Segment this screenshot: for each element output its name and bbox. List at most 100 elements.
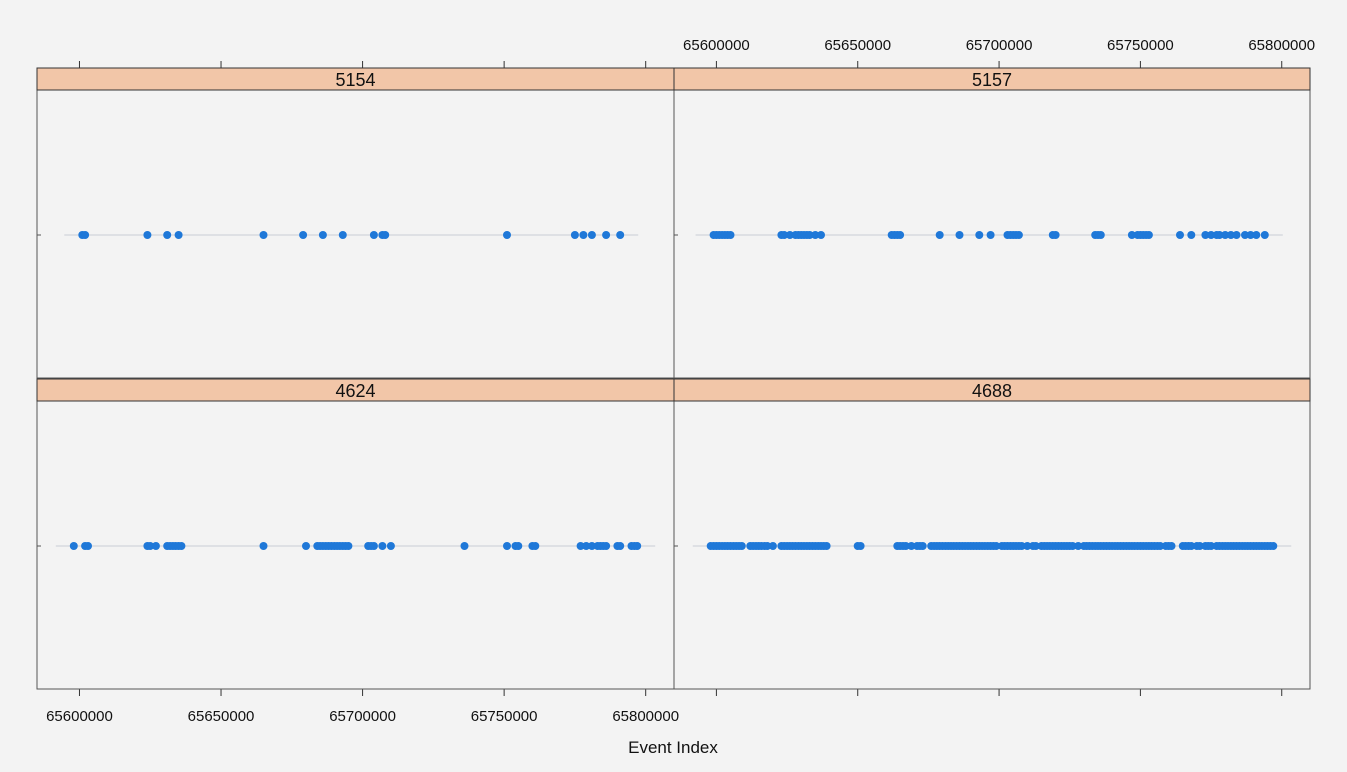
data-point	[1215, 231, 1224, 239]
data-point	[1017, 542, 1026, 550]
top-tick-label: 65750000	[1107, 37, 1174, 54]
data-point	[1014, 231, 1023, 239]
top-tick-label: 65650000	[824, 37, 891, 54]
data-point	[1127, 231, 1136, 239]
data-point	[84, 542, 92, 550]
panel-strip-label: 5157	[972, 70, 1012, 90]
data-point	[1201, 231, 1210, 239]
data-point	[579, 231, 588, 239]
data-point	[582, 542, 591, 550]
data-point	[935, 231, 944, 239]
data-point	[1096, 231, 1105, 239]
data-point	[69, 542, 78, 550]
data-point	[514, 542, 523, 550]
data-point	[918, 542, 927, 550]
data-point	[616, 231, 625, 239]
data-point	[369, 231, 378, 239]
data-point	[901, 542, 910, 550]
data-point	[531, 542, 540, 550]
data-point	[1241, 231, 1249, 239]
data-point	[1051, 231, 1060, 239]
data-point	[817, 231, 825, 239]
panel-4688: 4688	[673, 378, 1311, 690]
bottom-tick-label: 65800000	[612, 708, 679, 725]
data-point	[177, 542, 186, 550]
data-point	[805, 231, 814, 239]
panel-5157: 5157	[673, 67, 1311, 379]
data-point	[1226, 231, 1235, 239]
data-point	[1144, 231, 1153, 239]
data-point	[299, 231, 308, 239]
data-point	[616, 542, 625, 550]
panel-frame	[36, 89, 675, 379]
data-point	[163, 231, 172, 239]
data-point	[1246, 231, 1255, 239]
top-tick-label: 65700000	[966, 37, 1033, 54]
data-point	[81, 231, 90, 239]
data-point	[1167, 542, 1176, 550]
data-point	[259, 231, 268, 239]
data-point	[369, 542, 378, 550]
panel-strip	[673, 67, 1311, 91]
data-point	[344, 542, 353, 550]
data-point	[503, 542, 511, 550]
data-point	[1252, 231, 1261, 239]
data-point	[1269, 542, 1278, 550]
data-point	[986, 231, 995, 239]
data-point	[302, 542, 310, 550]
panel-4624: 4624	[36, 378, 675, 690]
data-point	[907, 542, 916, 550]
data-point	[1068, 542, 1077, 550]
data-point	[992, 542, 1001, 550]
data-point	[151, 542, 160, 550]
data-point	[955, 231, 964, 239]
panel-frame	[36, 400, 675, 690]
data-point	[174, 231, 183, 239]
data-point	[768, 542, 777, 550]
data-point	[381, 231, 390, 239]
data-point	[1207, 231, 1216, 239]
panel-strip-label: 4624	[335, 381, 375, 401]
data-point	[576, 542, 585, 550]
data-point	[737, 542, 746, 550]
data-point	[896, 231, 905, 239]
data-point	[1260, 231, 1269, 239]
data-point	[1176, 231, 1184, 239]
bottom-tick-label: 65750000	[471, 708, 538, 725]
data-point	[602, 542, 611, 550]
top-axis: 65600000 65650000 65700000 65750000 65800000	[78, 37, 1315, 68]
data-point	[1031, 542, 1040, 550]
panel-strip-label: 4688	[972, 381, 1012, 401]
bottom-tick-label: 65650000	[188, 708, 255, 725]
data-point	[856, 542, 865, 550]
data-point	[726, 231, 735, 239]
data-point	[1156, 542, 1165, 550]
data-point	[1187, 542, 1196, 550]
data-point	[587, 542, 596, 550]
data-point	[1195, 542, 1204, 550]
data-point	[785, 231, 794, 239]
data-point	[633, 542, 642, 550]
data-point	[259, 542, 268, 550]
panels-layer: 5154 5157 4624 4688	[36, 67, 1311, 690]
data-point	[460, 542, 469, 550]
panel-strip-label: 5154	[335, 70, 375, 90]
data-point	[1023, 542, 1032, 550]
bottom-tick-label: 65700000	[329, 708, 396, 725]
data-point	[811, 231, 820, 239]
data-point	[318, 231, 327, 239]
top-tick-label: 65800000	[1248, 37, 1315, 54]
bottom-tick-label: 65600000	[46, 708, 113, 725]
data-point	[1074, 542, 1083, 550]
data-point	[975, 231, 984, 239]
data-point	[763, 542, 772, 550]
x-axis-label: Event Index	[628, 738, 718, 757]
data-point	[780, 231, 789, 239]
data-point	[503, 231, 511, 239]
data-point	[146, 542, 155, 550]
data-point	[1187, 231, 1196, 239]
panel-5154: 5154	[36, 67, 675, 379]
data-point	[143, 231, 152, 239]
panel-strip	[673, 378, 1311, 402]
